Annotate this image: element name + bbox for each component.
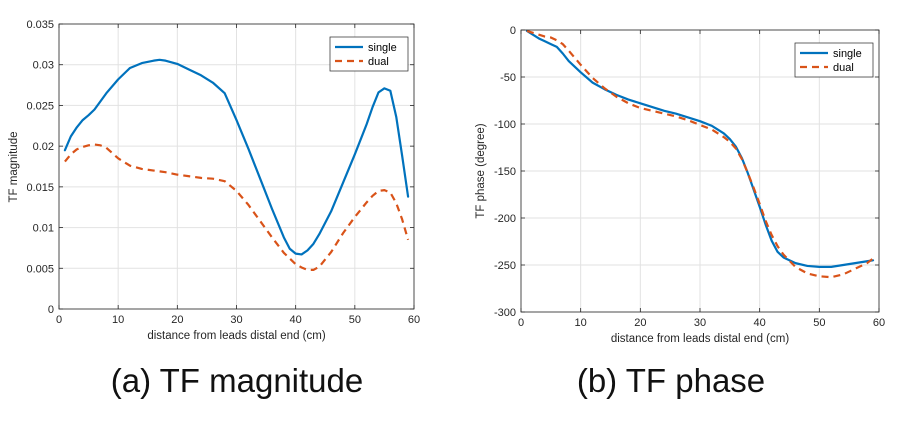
y-tick-label: 0.03 (33, 60, 54, 72)
y-tick-label: -150 (494, 166, 516, 178)
chart-caption: (b) TF phase (577, 362, 765, 399)
x-tick-label: 40 (290, 314, 302, 326)
legend-label: dual (368, 56, 389, 68)
series-line-single (63, 58, 410, 256)
x-axis-label: distance from leads distal end (cm) (147, 330, 325, 342)
x-tick-label: 60 (408, 314, 420, 326)
x-tick-label: 20 (171, 314, 183, 326)
x-tick-label: 20 (634, 317, 646, 329)
y-tick-label: -300 (494, 307, 516, 319)
y-tick-label: -50 (500, 72, 516, 84)
legend-box (794, 42, 874, 78)
x-tick-label: 10 (112, 314, 124, 326)
y-tick-label: 0 (510, 25, 516, 37)
x-tick-label: 30 (230, 314, 242, 326)
legend-box (329, 36, 409, 72)
legend-label: dual (833, 62, 854, 74)
legend-label: single (368, 42, 397, 54)
y-axis-label: TF phase (degree) (475, 123, 487, 218)
x-axis-label: distance from leads distal end (cm) (611, 333, 789, 345)
y-tick-label: -100 (494, 119, 516, 131)
series-line-dual (526, 29, 874, 279)
y-tick-label: 0 (48, 304, 54, 316)
tf-magnitude-chart: distance from leads distal end (cm) TF m… (8, 19, 420, 399)
series-line-dual (64, 143, 410, 272)
y-tick-label: 0.02 (33, 141, 54, 153)
y-tick-label: 0.01 (33, 223, 54, 235)
legend: single dual (794, 42, 874, 78)
x-tick-label: 60 (873, 317, 885, 329)
chart-caption: (a) TF magnitude (111, 362, 364, 399)
y-tick-label: 0.015 (26, 182, 54, 194)
y-axis-label: TF magnitude (8, 132, 20, 203)
y-tick-label: 0.035 (26, 19, 54, 31)
y-tick-label: 0.025 (26, 100, 54, 112)
x-tick-label: 50 (813, 317, 825, 329)
x-tick-label: 50 (349, 314, 361, 326)
y-tick-label: -250 (494, 260, 516, 272)
legend: single dual (329, 36, 409, 72)
x-tick-label: 30 (694, 317, 706, 329)
legend-label: single (833, 48, 862, 60)
x-tick-label: 40 (754, 317, 766, 329)
x-tick-label: 10 (575, 317, 587, 329)
series-line-single (525, 29, 875, 268)
tf-phase-chart: distance from leads distal end (cm) TF p… (475, 25, 885, 399)
x-tick-label: 0 (518, 317, 524, 329)
x-tick-label: 0 (56, 314, 62, 326)
y-tick-label: -200 (494, 213, 516, 225)
y-tick-label: 0.005 (26, 263, 54, 275)
